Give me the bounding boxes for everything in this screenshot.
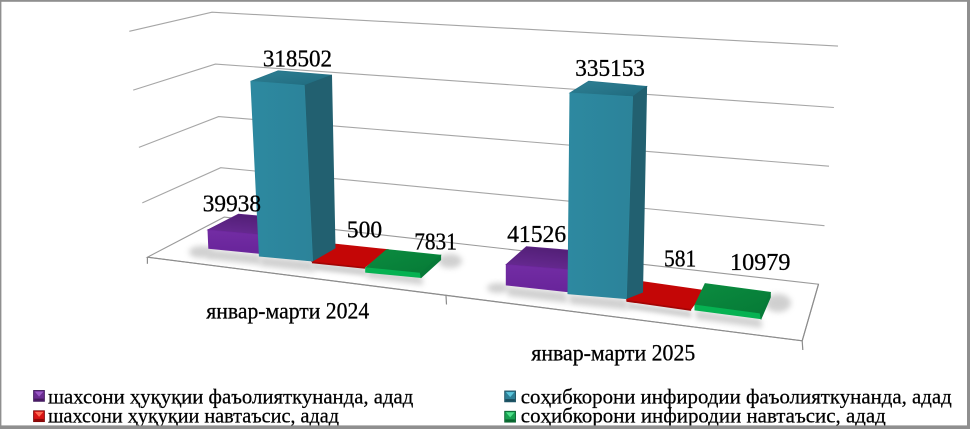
svg-text:500: 500 — [347, 218, 382, 244]
svg-text:10979: 10979 — [730, 250, 791, 276]
svg-text:39938: 39938 — [203, 192, 261, 218]
svg-text:41526: 41526 — [507, 222, 566, 248]
svg-text:соҳибкорони инфиродии фаъолият: соҳибкорони инфиродии фаъолияткунанда, а… — [521, 385, 952, 409]
svg-text:шахсони ҳуқуқии навтаъсис, ад: шахсони ҳуқуқии навтаъсис, адад — [48, 403, 339, 427]
svg-text:581: 581 — [664, 247, 696, 273]
svg-text:7831: 7831 — [414, 230, 457, 256]
svg-text:шахсони ҳуқуқии фаъолияткунан: шахсони ҳуқуқии фаъолияткунанда, адад — [48, 385, 414, 409]
svg-text:соҳибкорони инфиродии навтаъси: соҳибкорони инфиродии навтаъсис, адад — [521, 403, 886, 427]
svg-text:335153: 335153 — [575, 56, 645, 82]
svg-text:январ-марти 2025: январ-марти 2025 — [531, 341, 695, 366]
svg-text:318502: 318502 — [263, 46, 332, 72]
svg-text:январ-марти 2024: январ-марти 2024 — [206, 299, 369, 324]
